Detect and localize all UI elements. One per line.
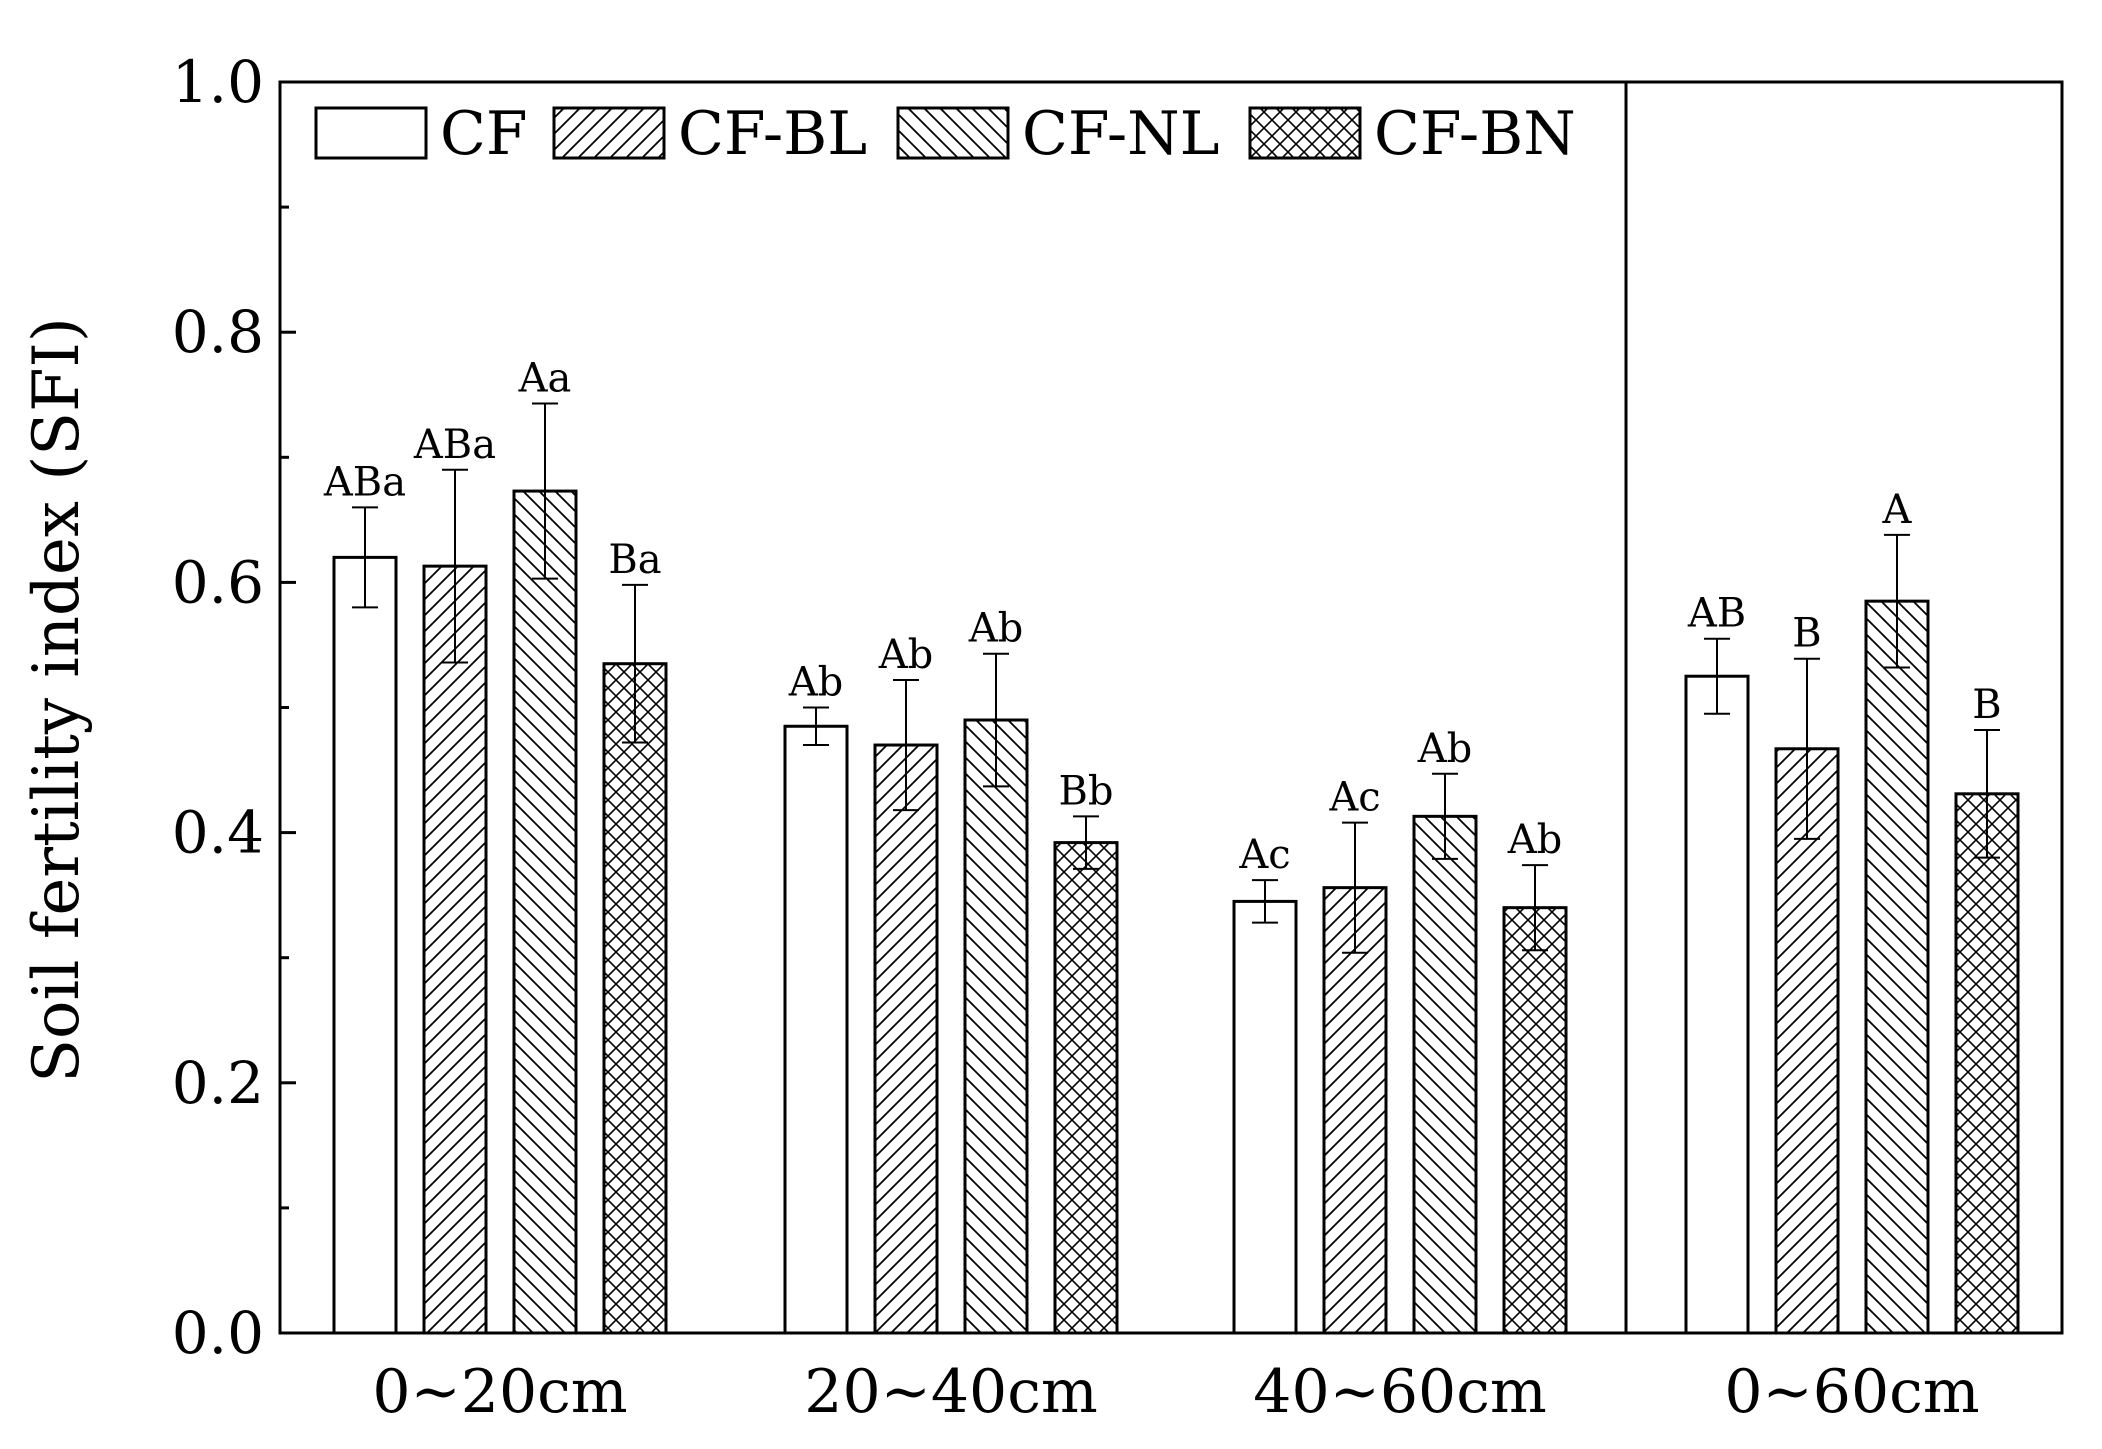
legend: CF CF-BL CF-NL CF-BN — [314, 99, 1576, 169]
legend-label-cf-bn: CF-BN — [1374, 99, 1576, 169]
y-axis-label: Soil fertility index (SFI) — [20, 317, 94, 1083]
significance-letter: Ba — [608, 537, 661, 583]
legend-swatch-cf-bn — [1248, 106, 1362, 160]
significance-letter: Ab — [878, 632, 934, 678]
y-tick-label: 0.6 — [172, 548, 264, 616]
x-tick-label: 20~40cm — [804, 1357, 1097, 1427]
bar-cf-bl-0 — [422, 564, 488, 1335]
bar-cf-bn-2 — [1502, 906, 1568, 1335]
bar-cf-bn-3 — [1954, 792, 2020, 1335]
significance-letter: Ab — [1417, 726, 1473, 772]
bar-cf-nl-0 — [512, 489, 578, 1335]
bar-cf-3 — [1684, 674, 1750, 1335]
bar-cf-nl-3 — [1864, 599, 1930, 1335]
bar-cf-2 — [1232, 899, 1298, 1335]
bar-cf-bl-2 — [1322, 886, 1388, 1335]
significance-letter: ABa — [413, 422, 496, 468]
bar-cf-bl-1 — [873, 743, 939, 1335]
legend-label-cf-bl: CF-BL — [678, 99, 867, 169]
legend-swatch-cf-bl — [552, 106, 666, 160]
y-tick-label: 1.0 — [172, 48, 264, 116]
significance-letter: Ab — [788, 660, 844, 706]
y-tick-label: 0.0 — [172, 1299, 264, 1367]
legend-label-cf-nl: CF-NL — [1022, 99, 1219, 169]
significance-letter: Ac — [1238, 832, 1290, 878]
significance-letter: B — [1792, 611, 1821, 657]
significance-letter: AB — [1687, 591, 1746, 637]
y-tick-label: 0.4 — [172, 799, 264, 867]
legend-swatch-cf-nl — [896, 106, 1010, 160]
significance-letter: Ab — [968, 606, 1024, 652]
significance-letter: B — [1972, 682, 2001, 728]
significance-letter: Aa — [518, 356, 572, 402]
x-tick-label: 0~20cm — [372, 1357, 627, 1427]
bar-cf-bn-1 — [1053, 841, 1119, 1335]
bar-cf-1 — [783, 724, 849, 1335]
significance-letter: ABa — [323, 459, 406, 505]
bar-cf-nl-2 — [1412, 814, 1478, 1335]
x-tick-label: 40~60cm — [1253, 1357, 1546, 1427]
bar-cf-bn-0 — [602, 662, 668, 1335]
legend-label-cf: CF — [440, 99, 528, 169]
significance-letter: Ac — [1328, 775, 1380, 821]
y-tick-label: 0.2 — [172, 1049, 264, 1117]
x-tick-label: 0~60cm — [1724, 1357, 1979, 1427]
axes-layer: 0.0 0.2 0.4 0.6 0.8 1.0 0~20cm 20~40cm 40~60cm 0~… — [172, 48, 2064, 1427]
significance-letter: Bb — [1059, 768, 1114, 814]
bar-cf-0 — [332, 555, 398, 1335]
bar-cf-nl-1 — [963, 718, 1029, 1335]
bar-cf-bl-3 — [1774, 747, 1840, 1335]
y-tick-label: 0.8 — [172, 298, 264, 366]
legend-swatch-cf — [314, 106, 428, 160]
significance-letter: Ab — [1507, 817, 1563, 863]
significance-letter: A — [1882, 487, 1913, 533]
